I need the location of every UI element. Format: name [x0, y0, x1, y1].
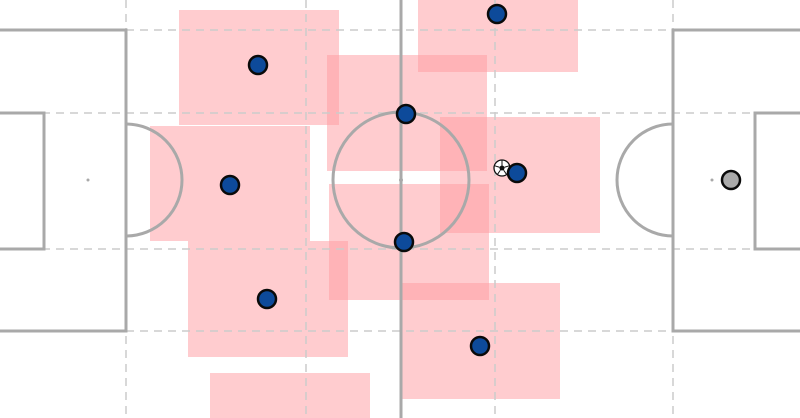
players: [219, 3, 742, 357]
right-penalty-area: [671, 28, 800, 333]
left-goal-area: [0, 111, 46, 251]
left-penalty-spot: [86, 178, 90, 182]
right-penalty-arc: [615, 122, 674, 238]
player-marker[interactable]: [395, 103, 417, 125]
left-penalty-arc: [125, 122, 184, 238]
goalkeeper-marker[interactable]: [720, 169, 742, 191]
right-penalty-spot: [710, 178, 714, 182]
coverage-zone: [210, 373, 370, 418]
player-marker[interactable]: [219, 174, 241, 196]
player-marker[interactable]: [506, 162, 528, 184]
player-marker[interactable]: [469, 335, 491, 357]
centre-spot: [399, 178, 403, 182]
player-marker[interactable]: [256, 288, 278, 310]
player-marker[interactable]: [393, 231, 415, 253]
right-goal-area: [753, 111, 800, 251]
player-marker[interactable]: [247, 54, 269, 76]
player-marker[interactable]: [486, 3, 508, 25]
left-penalty-area: [0, 28, 128, 333]
